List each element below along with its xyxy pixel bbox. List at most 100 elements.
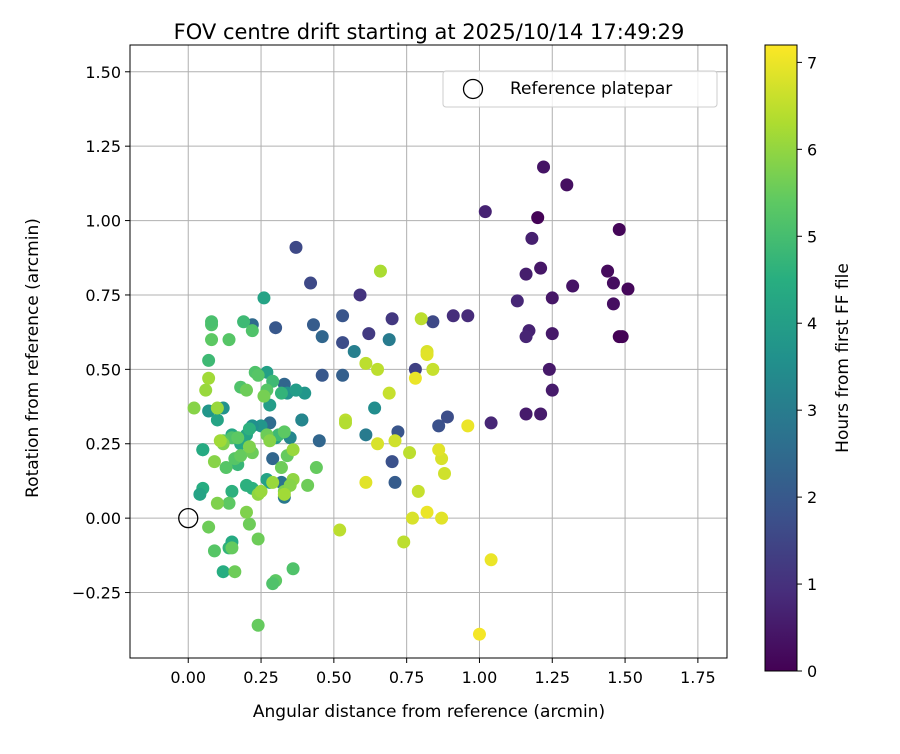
scatter-point	[289, 240, 303, 254]
scatter-point	[537, 160, 551, 174]
scatter-point	[309, 461, 323, 475]
colorbar-tick-label: 4	[807, 314, 817, 333]
scatter-point	[545, 291, 559, 305]
scatter-point	[606, 297, 620, 311]
scatter-point	[228, 565, 242, 579]
scatter-point	[472, 627, 486, 641]
scatter-point	[277, 425, 291, 439]
y-tick-label: 0.50	[85, 360, 121, 379]
legend-label: Reference platepar	[510, 79, 672, 99]
scatter-point	[210, 413, 224, 427]
colorbar-tick-label: 1	[807, 575, 817, 594]
colorbar-tick-label: 0	[807, 662, 817, 681]
scatter-point	[199, 383, 213, 397]
legend-marker-icon	[462, 78, 484, 100]
scatter-point	[566, 279, 580, 293]
scatter-point	[612, 222, 626, 236]
scatter-point	[239, 505, 253, 519]
scatter-point	[196, 443, 210, 457]
scatter-point	[251, 618, 265, 632]
x-axis-ticks: 0.00 0.25 0.50 0.75 1.00 1.25 1.50 1.75	[170, 658, 716, 687]
scatter-point	[213, 434, 227, 448]
scatter-point	[362, 327, 376, 341]
scatter-point	[277, 487, 291, 501]
scatter-point	[519, 407, 533, 421]
scatter-point	[315, 368, 329, 382]
scatter-point	[205, 333, 219, 347]
scatter-point	[336, 368, 350, 382]
reference-platepar-marker	[178, 507, 199, 529]
scatter-point	[242, 517, 256, 531]
scatter-point	[359, 356, 373, 370]
scatter-point	[245, 324, 259, 338]
scatter-point	[545, 327, 559, 341]
scatter-point	[202, 371, 216, 385]
scatter-point	[254, 484, 268, 498]
scatter-point	[615, 330, 629, 344]
y-axis-ticks: −0.25 0.00 0.25 0.50 0.75 1.00 1.25 1.50	[72, 63, 130, 603]
scatter-point	[484, 553, 498, 567]
scatter-point	[531, 211, 545, 225]
scatter-point	[397, 535, 411, 549]
scatter-point	[242, 440, 256, 454]
scatter-point	[266, 452, 280, 466]
scatter-point	[484, 416, 498, 430]
scatter-point	[336, 336, 350, 350]
scatter-point	[274, 461, 288, 475]
scatter-point	[426, 315, 440, 329]
legend-box	[442, 70, 718, 108]
scatter-point	[385, 455, 399, 469]
colorbar: 0 1 2 3 4 5 6 7 Hours from first FF file	[764, 44, 853, 681]
scatter-point	[187, 401, 201, 415]
scatter-point	[286, 562, 300, 576]
scatter-point	[373, 264, 387, 278]
colorbar-tick-label: 2	[807, 488, 817, 507]
scatter-point	[420, 505, 434, 519]
scatter-point	[304, 276, 318, 290]
scatter-point	[289, 383, 303, 397]
colorbar-tick-label: 6	[807, 140, 817, 159]
scatter-point	[545, 383, 559, 397]
scatter-point	[339, 416, 353, 430]
data-points	[187, 160, 635, 641]
scatter-point	[519, 267, 533, 281]
y-tick-label: 0.25	[85, 435, 121, 454]
scatter-point	[210, 401, 224, 415]
scatter-point	[239, 383, 253, 397]
colorbar-ticks: 0 1 2 3 4 5 6 7	[797, 53, 817, 681]
scatter-point	[403, 446, 417, 460]
scatter-point	[225, 541, 239, 555]
scatter-point	[257, 291, 271, 305]
colorbar-tick-label: 7	[807, 53, 817, 72]
scatter-point	[216, 565, 230, 579]
scatter-point	[207, 544, 221, 558]
scatter-point	[510, 294, 524, 308]
scatter-point	[219, 461, 233, 475]
scatter-point	[333, 523, 347, 537]
scatter-point	[193, 487, 207, 501]
scatter-point	[420, 347, 434, 361]
scatter-point	[432, 443, 446, 457]
x-tick-label: 1.50	[607, 668, 643, 687]
scatter-point	[601, 264, 615, 278]
scatter-point	[266, 475, 280, 489]
scatter-point	[207, 455, 221, 469]
colorbar-label: Hours from first FF file	[833, 263, 853, 453]
scatter-point	[205, 315, 219, 329]
scatter-point	[525, 231, 539, 245]
scatter-point	[286, 443, 300, 457]
scatter-point	[336, 309, 350, 323]
scatter-point	[408, 362, 422, 376]
x-tick-label: 1.25	[534, 668, 570, 687]
scatter-point	[269, 321, 283, 335]
scatter-point	[222, 333, 236, 347]
scatter-point	[306, 318, 320, 332]
scatter-point	[371, 362, 385, 376]
y-tick-label: −0.25	[72, 584, 121, 603]
scatter-point	[534, 407, 548, 421]
scatter-point	[237, 315, 251, 329]
scatter-point	[560, 178, 574, 192]
scatter-point	[385, 312, 399, 326]
scatter-point	[301, 478, 315, 492]
